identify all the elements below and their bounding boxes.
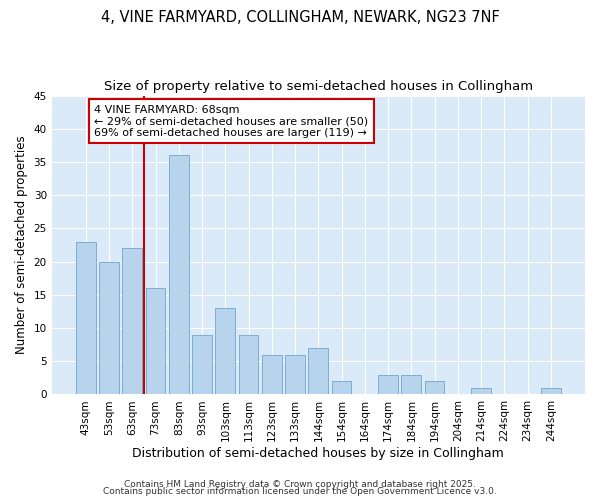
Bar	[262, 354, 282, 395]
Title: Size of property relative to semi-detached houses in Collingham: Size of property relative to semi-detach…	[104, 80, 533, 93]
Bar	[471, 388, 491, 394]
Bar	[99, 262, 119, 394]
Bar	[169, 156, 188, 394]
Text: 4, VINE FARMYARD, COLLINGHAM, NEWARK, NG23 7NF: 4, VINE FARMYARD, COLLINGHAM, NEWARK, NG…	[101, 10, 499, 25]
Text: 4 VINE FARMYARD: 68sqm
← 29% of semi-detached houses are smaller (50)
69% of sem: 4 VINE FARMYARD: 68sqm ← 29% of semi-det…	[94, 104, 368, 138]
Text: Contains public sector information licensed under the Open Government Licence v3: Contains public sector information licen…	[103, 487, 497, 496]
Y-axis label: Number of semi-detached properties: Number of semi-detached properties	[15, 136, 28, 354]
Bar	[239, 334, 259, 394]
Bar	[122, 248, 142, 394]
Bar	[425, 381, 445, 394]
Bar	[541, 388, 561, 394]
X-axis label: Distribution of semi-detached houses by size in Collingham: Distribution of semi-detached houses by …	[133, 447, 504, 460]
Bar	[76, 242, 95, 394]
Bar	[215, 308, 235, 394]
Bar	[378, 374, 398, 394]
Bar	[192, 334, 212, 394]
Bar	[332, 381, 352, 394]
Bar	[285, 354, 305, 395]
Text: Contains HM Land Registry data © Crown copyright and database right 2025.: Contains HM Land Registry data © Crown c…	[124, 480, 476, 489]
Bar	[146, 288, 166, 395]
Bar	[308, 348, 328, 395]
Bar	[401, 374, 421, 394]
